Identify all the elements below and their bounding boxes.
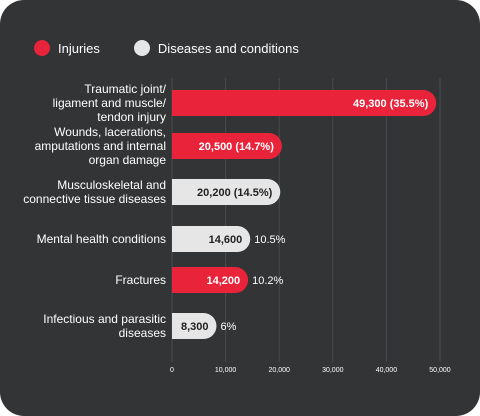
bar-left-cap [172,133,185,159]
category-label: ligament and muscle/ [53,96,167,110]
category-label: Traumatic joint/ [84,82,166,96]
bar-left-cap [172,90,185,116]
bar [172,267,249,293]
category-label: connective tissue diseases [23,192,166,206]
bar [172,90,437,116]
bar-left-cap [172,179,185,205]
legend-swatch-injuries [34,40,50,56]
legend-label-diseases: Diseases and conditions [157,40,299,56]
legend-label-injuries: Injuries [58,40,100,56]
x-tick-label: 40,000 [376,367,398,374]
bar [172,179,281,205]
category-label: Fractures [115,273,166,287]
bar-percent-label: 10.2% [252,275,283,287]
bar [172,226,251,252]
category-label: amputations and internal [35,139,166,153]
category-label: tendon injury [97,110,166,124]
bar-left-cap [172,226,185,252]
category-label: Mental health conditions [37,232,166,246]
x-tick-label: 20,000 [268,367,290,374]
x-tick-label: 30,000 [322,367,344,374]
legend: Injuries Diseases and conditions [34,40,323,56]
bar-value-label: 8,300 [181,321,209,333]
bar-value-label: 14,200 [206,275,240,287]
x-tick-label: 50,000 [429,367,451,374]
bar-percent-label: 6% [220,321,236,333]
x-tick-label: 0 [170,367,174,374]
x-tick-label: 10,000 [215,367,237,374]
category-label: organ damage [89,153,167,167]
legend-swatch-diseases [133,40,150,56]
bar-left-cap [172,267,185,293]
bar-value-label: 49,300 (35.5%) [353,98,429,110]
category-label: Musculoskeletal and [57,178,166,192]
category-label: Wounds, lacerations, [54,125,166,139]
category-label: Infectious and parasitic [43,312,166,326]
bar-left-cap [172,313,185,339]
bar-percent-label: 10.5% [254,234,285,246]
legend-item-diseases: Diseases and conditions [133,40,299,56]
legend-item-injuries: Injuries [34,40,100,56]
category-label: diseases [119,326,166,340]
bar-value-label: 20,200 (14.5%) [197,187,273,199]
bar [172,133,282,159]
bar-value-label: 20,500 (14.7%) [199,141,275,153]
bar-value-label: 14,600 [209,234,243,246]
